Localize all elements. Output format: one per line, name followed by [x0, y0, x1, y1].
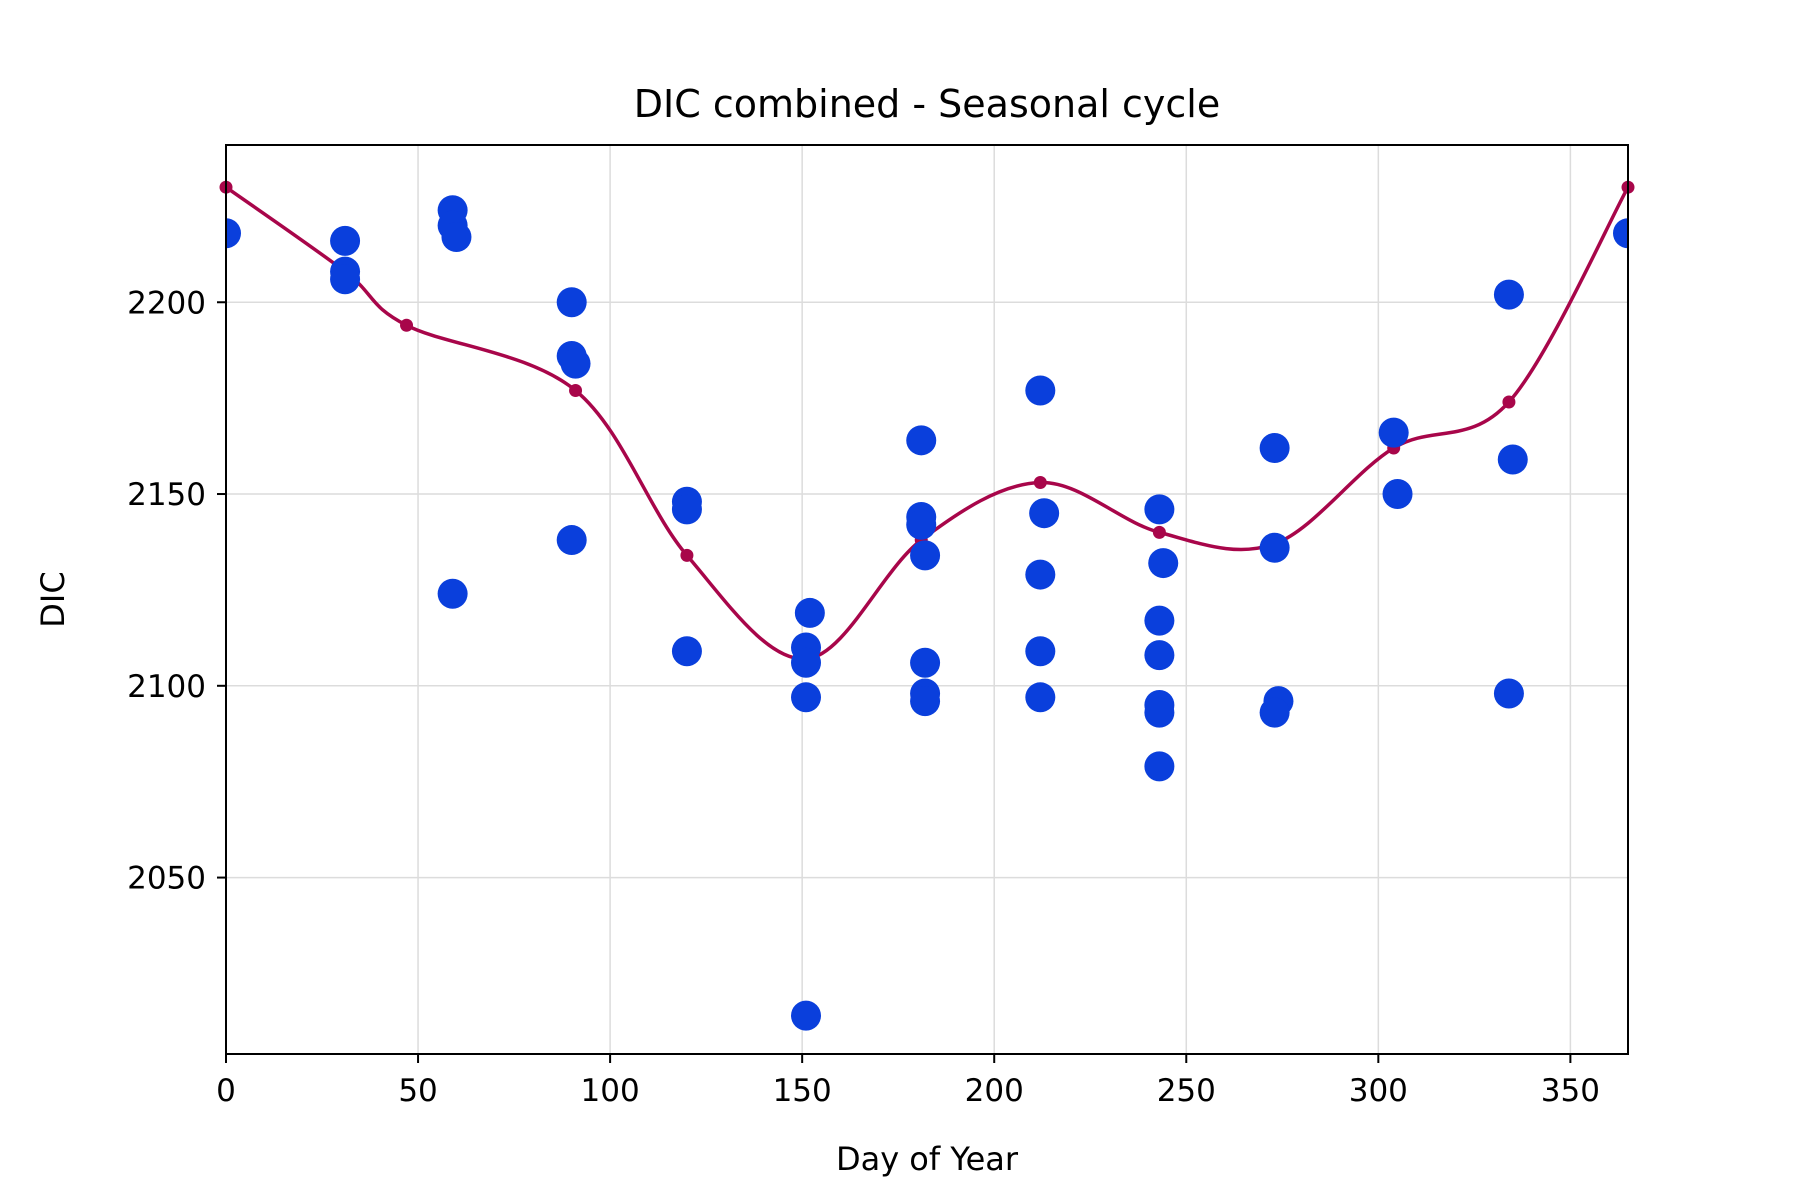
- scatter-point: [910, 686, 941, 717]
- scatter-point: [791, 1000, 822, 1031]
- curve-knot-point: [400, 318, 414, 332]
- scatter-point: [560, 348, 591, 379]
- y-tick-label: 2100: [127, 669, 206, 705]
- seasonal-curve: [219, 180, 1635, 666]
- scatter-point: [1148, 548, 1179, 579]
- x-tick-label: 0: [216, 1073, 236, 1109]
- chart-title: DIC combined - Seasonal cycle: [634, 82, 1220, 126]
- scatter-point: [671, 636, 702, 667]
- y-axis-ticks: 2050 2100 2150 2200: [127, 285, 226, 897]
- scatter-point: [1378, 417, 1409, 448]
- scatter-point: [1025, 375, 1056, 406]
- x-tick-label: 150: [773, 1073, 832, 1109]
- grid-lines: [225, 145, 1628, 1054]
- scatter-point: [671, 494, 702, 525]
- x-tick-label: 100: [581, 1073, 640, 1109]
- scatter-point: [1144, 494, 1175, 525]
- scatter-point: [441, 222, 472, 253]
- x-tick-label: 50: [398, 1073, 437, 1109]
- data-points: [226, 195, 1628, 1031]
- scatter-point: [906, 509, 937, 540]
- scatter-point: [1025, 682, 1056, 713]
- scatter-point: [794, 597, 825, 628]
- scatter-point: [437, 578, 468, 609]
- scatter-point: [556, 287, 587, 318]
- scatter-point: [226, 218, 241, 249]
- scatter-point: [906, 425, 937, 456]
- x-axis-ticks: 0 50 100 150 200 250 300 350: [216, 1054, 1600, 1109]
- curve-knot-point: [569, 383, 583, 397]
- plot-area-frame: [225, 144, 1629, 1055]
- scatter-point: [1613, 218, 1628, 249]
- x-tick-label: 300: [1349, 1073, 1408, 1109]
- scatter-point: [910, 540, 941, 571]
- scatter-point: [910, 647, 941, 678]
- scatter-point: [1497, 444, 1528, 475]
- scatter-point: [1144, 751, 1175, 782]
- scatter-point: [330, 264, 361, 295]
- scatter-point: [330, 225, 361, 256]
- curve-knot-point: [680, 548, 694, 562]
- scatter-point: [1025, 559, 1056, 590]
- curve-knot-point: [1502, 395, 1516, 409]
- y-axis-title: DIC: [34, 571, 72, 627]
- scatter-point: [791, 647, 822, 678]
- scatter-point: [1029, 498, 1060, 529]
- scatter-point: [1493, 279, 1524, 310]
- scatter-point: [1259, 697, 1290, 728]
- curve-knot-point: [1033, 476, 1047, 490]
- x-tick-label: 350: [1541, 1073, 1600, 1109]
- y-tick-label: 2200: [127, 285, 206, 321]
- scatter-point: [791, 682, 822, 713]
- scatter-point: [1259, 433, 1290, 463]
- scatter-point: [556, 525, 587, 556]
- y-tick-label: 2150: [127, 477, 206, 513]
- scatter-point: [1382, 479, 1413, 510]
- scatter-point: [1144, 697, 1175, 728]
- scatter-point: [1144, 605, 1175, 636]
- scatter-point: [1259, 532, 1290, 563]
- scatter-point: [1025, 636, 1056, 667]
- x-tick-label: 200: [965, 1073, 1024, 1109]
- scatter-point: [1493, 678, 1524, 709]
- curve-knot-point: [1152, 525, 1166, 539]
- scatter-point: [1144, 640, 1175, 671]
- y-tick-label: 2050: [127, 861, 206, 897]
- seasonal-curve-line: [224, 185, 1630, 661]
- x-axis-title: Day of Year: [836, 1140, 1019, 1178]
- x-tick-label: 250: [1157, 1073, 1216, 1109]
